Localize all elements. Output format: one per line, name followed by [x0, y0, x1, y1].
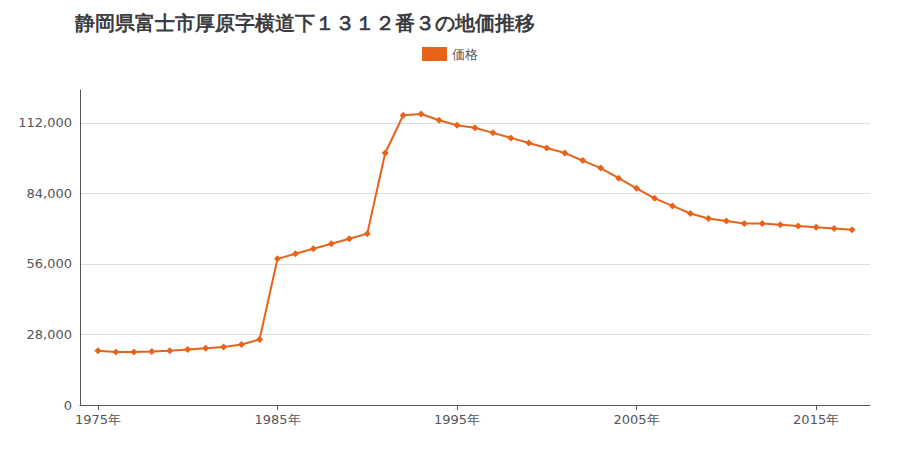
svg-text:0: 0 [64, 398, 72, 413]
svg-text:2005年: 2005年 [614, 412, 660, 427]
svg-text:1975年: 1975年 [75, 412, 121, 427]
svg-text:1995年: 1995年 [434, 412, 480, 427]
svg-text:1985年: 1985年 [254, 412, 300, 427]
svg-text:28,000: 28,000 [27, 327, 73, 342]
svg-text:静岡県富士市厚原字横道下１３１２番３の地価推移: 静岡県富士市厚原字横道下１３１２番３の地価推移 [74, 11, 535, 35]
svg-text:価格: 価格 [452, 47, 478, 62]
svg-text:2015年: 2015年 [793, 412, 839, 427]
svg-text:112,000: 112,000 [18, 115, 72, 130]
svg-text:56,000: 56,000 [27, 256, 73, 271]
svg-text:84,000: 84,000 [27, 186, 73, 201]
